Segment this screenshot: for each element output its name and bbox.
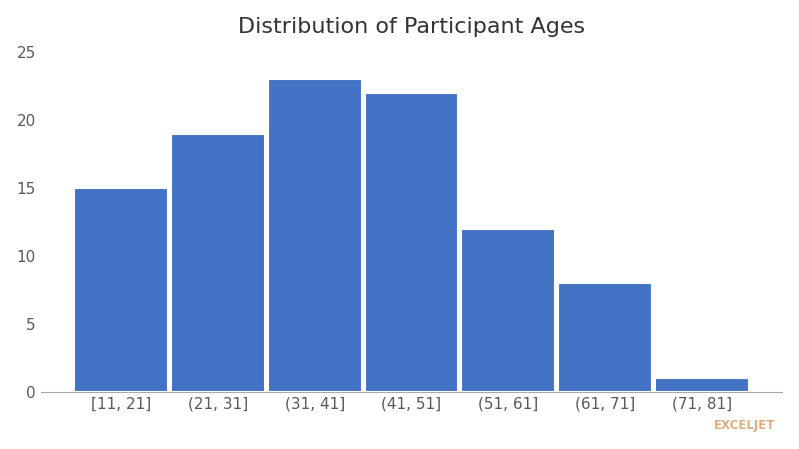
Bar bbox=[171, 134, 265, 392]
Bar bbox=[655, 378, 749, 392]
Title: Distribution of Participant Ages: Distribution of Participant Ages bbox=[238, 17, 585, 37]
Bar bbox=[364, 93, 459, 392]
Bar bbox=[558, 283, 652, 392]
Bar bbox=[461, 229, 555, 392]
Bar bbox=[268, 79, 362, 392]
Bar bbox=[74, 188, 169, 392]
Text: EXCELJET: EXCELJET bbox=[714, 419, 775, 432]
